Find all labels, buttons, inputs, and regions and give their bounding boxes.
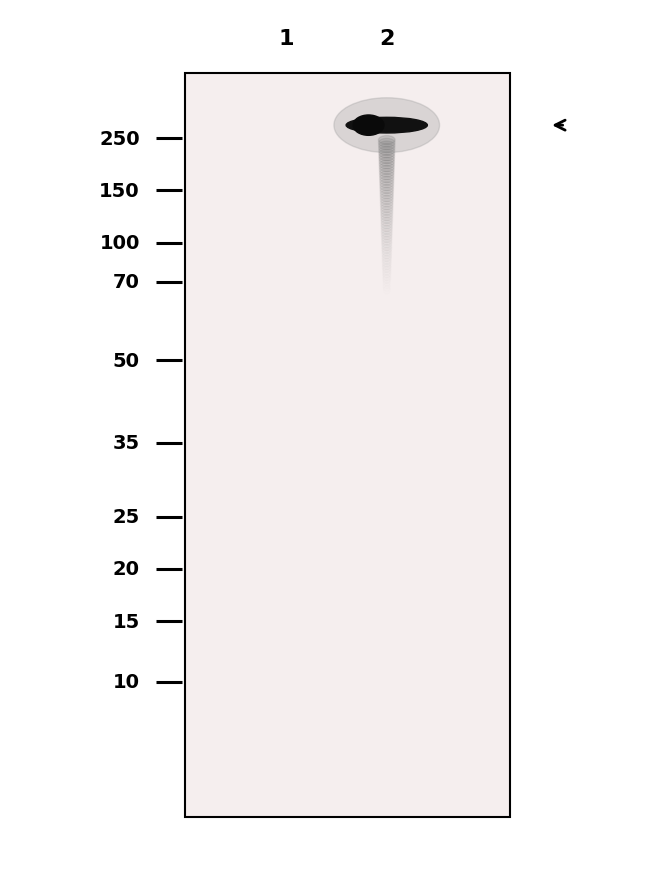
Ellipse shape — [380, 191, 393, 200]
Ellipse shape — [380, 194, 393, 202]
Ellipse shape — [379, 144, 395, 153]
Text: 70: 70 — [113, 273, 140, 292]
Ellipse shape — [379, 158, 395, 167]
Ellipse shape — [380, 199, 393, 208]
Ellipse shape — [381, 207, 393, 216]
Ellipse shape — [334, 98, 439, 153]
Ellipse shape — [380, 202, 393, 210]
Ellipse shape — [379, 150, 395, 159]
Ellipse shape — [382, 226, 392, 235]
Ellipse shape — [380, 163, 394, 172]
Ellipse shape — [346, 118, 428, 134]
Ellipse shape — [353, 116, 384, 136]
Text: 2: 2 — [379, 30, 395, 49]
Ellipse shape — [381, 210, 393, 219]
Text: 250: 250 — [99, 129, 140, 149]
Ellipse shape — [380, 177, 394, 186]
Text: 10: 10 — [112, 673, 140, 692]
Ellipse shape — [380, 175, 394, 183]
Ellipse shape — [378, 139, 395, 148]
Ellipse shape — [380, 196, 393, 205]
Ellipse shape — [379, 161, 395, 169]
Text: 35: 35 — [112, 434, 140, 453]
Text: 15: 15 — [112, 612, 140, 631]
Ellipse shape — [379, 148, 395, 156]
Ellipse shape — [380, 180, 394, 189]
Ellipse shape — [380, 189, 393, 197]
Ellipse shape — [378, 136, 395, 145]
Text: 1: 1 — [278, 30, 294, 49]
Ellipse shape — [381, 218, 393, 227]
Bar — [185, 74, 510, 817]
Text: 100: 100 — [99, 234, 140, 253]
Ellipse shape — [379, 156, 395, 164]
Ellipse shape — [379, 153, 395, 162]
Ellipse shape — [380, 169, 394, 178]
Ellipse shape — [380, 172, 394, 181]
Ellipse shape — [381, 216, 393, 224]
Ellipse shape — [381, 223, 393, 232]
Ellipse shape — [381, 204, 393, 213]
Ellipse shape — [380, 185, 393, 194]
Ellipse shape — [380, 182, 394, 191]
Text: 50: 50 — [112, 351, 140, 370]
Ellipse shape — [378, 142, 395, 150]
Ellipse shape — [381, 221, 393, 229]
Text: 150: 150 — [99, 182, 140, 201]
Text: 25: 25 — [112, 507, 140, 527]
Ellipse shape — [381, 213, 393, 222]
Text: 20: 20 — [112, 560, 140, 579]
Ellipse shape — [380, 166, 394, 175]
